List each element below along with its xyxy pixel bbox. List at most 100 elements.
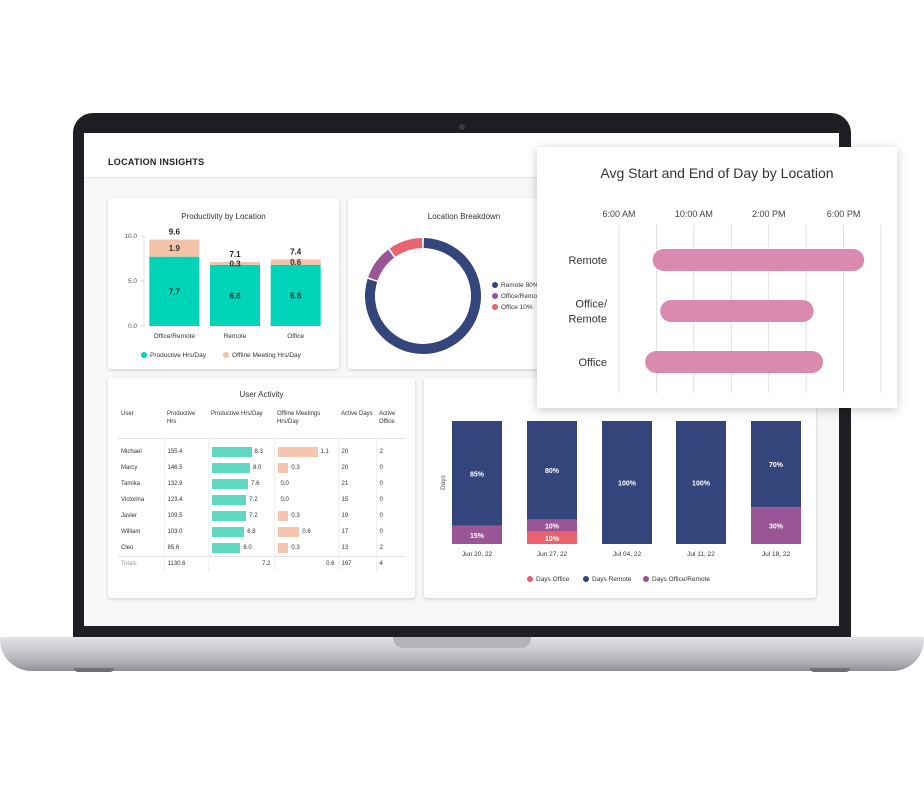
table-row[interactable]: Tamika 132.9 7.6 0.0 21 0	[118, 476, 406, 492]
hrs-day-value: 6.0	[243, 544, 252, 551]
hrs-day-bar	[211, 463, 251, 473]
active-office-cell: 2	[375, 540, 406, 556]
time-range-bar	[660, 300, 814, 322]
table-row[interactable]: Michael 155.4 8.3 1.1 20 2	[118, 438, 406, 460]
offline-bar	[277, 511, 289, 521]
offline-meetings-cell: 0.0	[273, 476, 338, 492]
y-tick-label: 0.0	[128, 323, 137, 330]
bar-value-label: 100%	[692, 481, 711, 488]
bar-value-label: 15%	[470, 533, 485, 540]
camera-icon	[459, 124, 465, 130]
days-bar-segment	[452, 421, 502, 526]
column-header-user[interactable]: User	[118, 408, 164, 439]
productive-hrs-day-cell: 7.6	[207, 476, 274, 492]
days-location-card: Days 15% 85% Jun 20, 22 10% 10% 80% Jun 27, 22 1…	[424, 378, 816, 598]
legend-swatch	[492, 282, 498, 288]
offline-bar	[149, 239, 200, 257]
offline-value: 0.3	[291, 465, 300, 471]
offline-meetings-cell: 0.3	[273, 540, 338, 556]
table-row[interactable]: Marcy 146.5 8.0 0.3 20 0	[118, 460, 406, 476]
bar-value-label: 80%	[545, 468, 560, 475]
days-bar-segment	[751, 421, 801, 508]
y-tick-label: 10.0	[124, 233, 137, 240]
days-location-chart: Days 15% 85% Jun 20, 22 10% 10% 80% Jun 27, 22 1…	[440, 421, 801, 583]
x-tick-label: 6:00 AM	[602, 209, 635, 219]
column-header-productive-hrs[interactable]: Productive Hrs	[164, 408, 208, 439]
days-bar-segment	[527, 421, 577, 520]
hrs-day-value: 6.8	[247, 529, 256, 535]
donut-slice	[368, 249, 395, 281]
laptop-notch	[393, 637, 531, 648]
productive-hrs-cell: 146.5	[163, 460, 208, 476]
x-tick-label: Office	[287, 333, 304, 340]
productive-bar	[149, 256, 200, 326]
location-breakdown-title: Location Breakdown	[427, 212, 501, 221]
x-tick-label: 2:00 PM	[752, 209, 786, 219]
offline-meetings-cell: 1.1	[273, 438, 338, 460]
offline-value: 0.6	[302, 529, 311, 535]
table-row[interactable]: Cleo 85.6 6.0 0.3 13 2	[118, 540, 406, 556]
productivity-title: Productivity by Location	[181, 212, 266, 221]
offline-value: 0.0	[280, 481, 289, 487]
table-row[interactable]: Victorina 123.4 7.2 0.0 15 0	[118, 492, 406, 508]
column-header-productive-hrs-day[interactable]: Productive Hrs/Day	[208, 408, 274, 439]
bar-value-label: 30%	[769, 524, 784, 531]
productive-hrs-day-cell: 7.2	[207, 508, 274, 524]
x-tick-label: Jun 20, 22	[462, 551, 493, 558]
productive-hrs-day-cell: 6.8	[207, 524, 274, 540]
table-row[interactable]: William 103.0 6.8 0.6 17 0	[118, 524, 406, 540]
x-tick-label: Jul 04, 22	[613, 551, 642, 558]
hrs-day-bar	[211, 447, 252, 458]
legend-label: Days Office/Remote	[652, 576, 710, 583]
legend-swatch	[583, 576, 589, 582]
time-range-bar	[645, 351, 823, 373]
column-header-offline-meetings[interactable]: Offline Meetings Hrs/Day	[274, 408, 338, 439]
hrs-day-value: 7.2	[249, 497, 258, 503]
productive-bar	[270, 264, 321, 326]
hrs-day-bar	[211, 542, 241, 553]
productive-hrs-day-cell: 7.2	[207, 492, 274, 508]
totals-label: Totals	[118, 555, 164, 572]
days-bar-segment	[527, 519, 577, 532]
column-header-active-office[interactable]: Active Office	[376, 408, 406, 439]
bar-value-label: 85%	[470, 471, 485, 478]
x-tick-label: Jun 27, 22	[537, 551, 568, 558]
legend-label: Remote 80%	[501, 282, 539, 289]
hrs-day-value: 7.6	[251, 481, 260, 487]
hrs-day-value: 7.2	[249, 513, 258, 519]
hrs-day-bar	[211, 495, 247, 505]
user-name-cell: Victorina	[121, 497, 145, 503]
table-header-row: User Productive Hrs Productive Hrs/Day O…	[118, 408, 406, 439]
productive-bar	[210, 264, 260, 326]
bar-value-label: 6.8	[229, 291, 241, 300]
bar-value-label: 1.9	[169, 244, 181, 253]
offline-meetings-cell: 0.3	[273, 460, 338, 476]
legend-label: Office 10%	[501, 304, 533, 311]
bar-value-label: 10%	[545, 524, 560, 531]
productive-hrs-cell: 123.4	[163, 492, 208, 508]
productive-hrs-cell: 103.0	[163, 524, 208, 540]
bar-value-label: 0.6	[290, 258, 302, 267]
offline-value: 0.3	[291, 544, 300, 551]
totals-offline: 0.6	[273, 555, 338, 572]
bar-total-label: 9.6	[169, 228, 181, 237]
offline-bar	[277, 527, 300, 537]
productive-hrs-cell: 155.4	[163, 438, 208, 460]
active-days-cell: 19	[337, 508, 376, 524]
category-label: Remote	[568, 314, 607, 326]
bar-value-label: 100%	[618, 481, 637, 488]
category-label: Office	[578, 357, 607, 369]
offline-meetings-cell: 0.3	[273, 508, 338, 524]
days-bar-segment	[602, 421, 652, 544]
offline-value: 0.3	[291, 513, 300, 519]
active-office-cell: 0	[375, 524, 406, 540]
table-row[interactable]: Javier 109.5 7.2 0.3 19 0	[118, 508, 406, 524]
column-header-active-days[interactable]: Active Days	[338, 408, 376, 439]
active-office-cell: 0	[375, 508, 406, 524]
bar-value-label: 0.3	[229, 259, 241, 268]
productivity-card: Productivity by Location 10.0 5.0 0.0 7.7 1.…	[108, 198, 339, 369]
avg-day-chart: 6:00 AM 10:00 AM 2:00 PM 6:00 PM Remote Offic…	[568, 209, 882, 393]
active-days-cell: 13	[337, 540, 376, 556]
legend-swatch	[492, 304, 498, 310]
days-bar-segment	[452, 525, 502, 544]
